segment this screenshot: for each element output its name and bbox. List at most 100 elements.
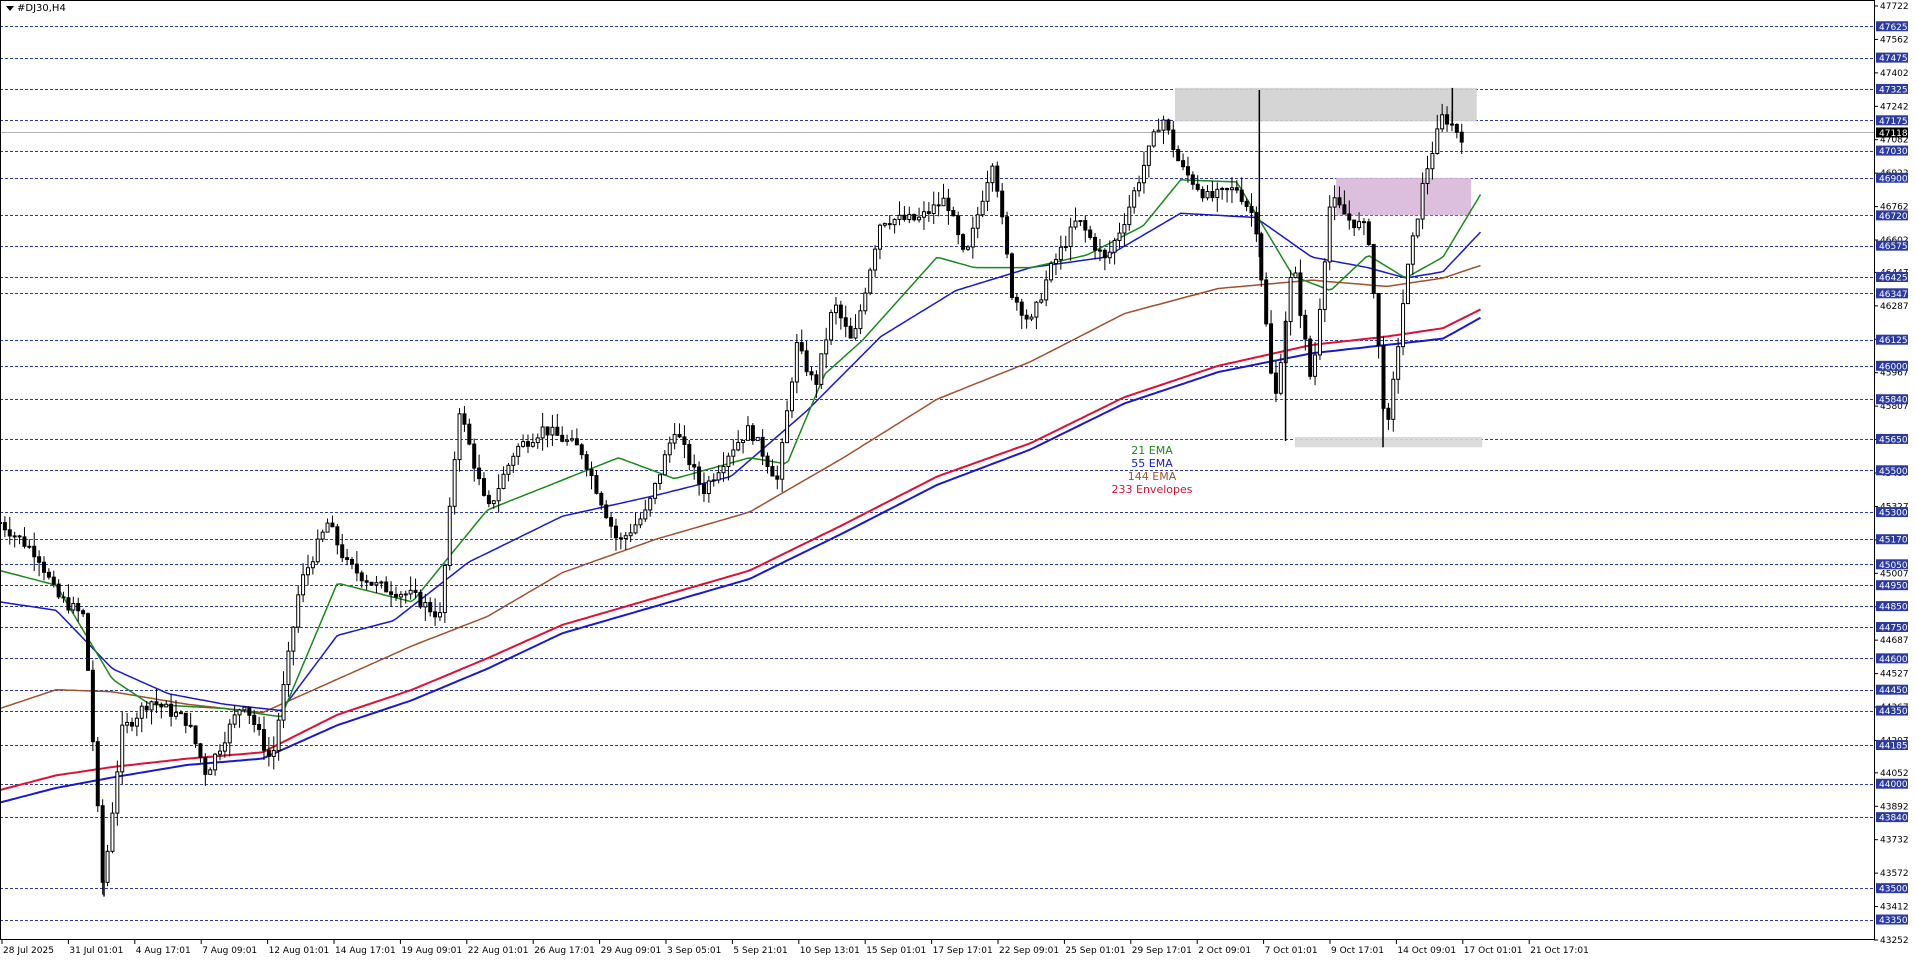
time-tick-label: 28 Jul 2025 bbox=[3, 946, 54, 956]
level-label: 44350 bbox=[1879, 707, 1908, 717]
candle-body bbox=[1102, 249, 1107, 259]
candle-body bbox=[789, 381, 794, 412]
price-tick-label: 44527 bbox=[1880, 670, 1909, 680]
level-label: 45050 bbox=[1879, 561, 1908, 571]
level-label: 47625 bbox=[1879, 23, 1908, 33]
level-label-bg bbox=[1876, 559, 1908, 570]
candle-body bbox=[829, 312, 834, 341]
candle-body bbox=[594, 475, 599, 494]
candle-body bbox=[1073, 220, 1078, 228]
candle-body bbox=[785, 410, 790, 444]
candle-body bbox=[946, 197, 951, 212]
level-label-bg bbox=[1876, 52, 1908, 63]
candle-body bbox=[887, 223, 892, 226]
candle-body bbox=[618, 537, 623, 540]
candle-body bbox=[1009, 253, 1014, 298]
candle-body bbox=[1420, 182, 1425, 220]
ema55-line bbox=[0, 212, 1482, 712]
price-tick-label: 47402 bbox=[1880, 69, 1909, 79]
level-label-bg bbox=[1876, 684, 1908, 695]
candle-body bbox=[521, 441, 526, 447]
candle-body bbox=[389, 591, 394, 595]
candle-body bbox=[100, 805, 105, 883]
legend-ema21: 21 EMA bbox=[1131, 444, 1173, 457]
price-tick-label: 45007 bbox=[1880, 569, 1909, 579]
candle-body bbox=[677, 434, 682, 438]
candle-body bbox=[1440, 114, 1445, 130]
symbol-text: #DJ30,H4 bbox=[17, 3, 66, 14]
candle-body bbox=[863, 292, 868, 312]
time-tick-label: 7 Oct 01:01 bbox=[1265, 946, 1318, 956]
candle-body bbox=[1107, 251, 1112, 259]
grid-levels bbox=[0, 26, 1874, 921]
candle-body bbox=[633, 524, 638, 534]
candle-body bbox=[1019, 301, 1024, 316]
candle-body bbox=[1342, 204, 1347, 215]
legend-envelopes: 233 Envelopes bbox=[1111, 483, 1193, 496]
candle-body bbox=[755, 436, 760, 442]
candle-body bbox=[173, 712, 178, 717]
candle-body bbox=[741, 439, 746, 444]
candle-body bbox=[418, 591, 423, 608]
level-label-bg bbox=[1876, 621, 1908, 632]
level-label: 46575 bbox=[1879, 242, 1908, 252]
level-label: 47325 bbox=[1879, 85, 1908, 95]
collapse-triangle-icon[interactable] bbox=[6, 6, 14, 11]
level-label-bg bbox=[1876, 812, 1908, 823]
level-label-bg bbox=[1876, 914, 1908, 925]
candle-body bbox=[1127, 206, 1132, 226]
candle-body bbox=[1058, 246, 1063, 261]
candle-body bbox=[144, 705, 149, 711]
price-tick-label: 47722 bbox=[1880, 2, 1909, 12]
candle-body bbox=[335, 526, 340, 546]
candle-body bbox=[252, 714, 257, 726]
candle-body bbox=[1195, 183, 1200, 190]
candle-body bbox=[975, 214, 980, 229]
time-tick-label: 14 Oct 09:01 bbox=[1397, 946, 1456, 956]
candle-body bbox=[1273, 372, 1278, 394]
level-label-bg bbox=[1876, 705, 1908, 716]
level-label-bg bbox=[1876, 507, 1908, 518]
candle-body bbox=[824, 339, 829, 355]
current-price-tag bbox=[1876, 127, 1908, 138]
candle-body bbox=[242, 706, 247, 711]
candle-body bbox=[354, 563, 359, 574]
candle-body bbox=[525, 441, 530, 447]
candle-body bbox=[1049, 262, 1054, 281]
candle-body bbox=[736, 442, 741, 451]
candle-body bbox=[1146, 145, 1151, 166]
candle-body bbox=[437, 612, 442, 618]
zone-resistance-top bbox=[1174, 87, 1477, 122]
candle-body bbox=[447, 505, 452, 567]
candle-body bbox=[1293, 272, 1298, 278]
candle-body bbox=[995, 165, 1000, 192]
candle-body bbox=[1083, 220, 1088, 231]
candle-body bbox=[271, 749, 276, 757]
envelope-upper-line bbox=[0, 308, 1481, 791]
candle-body bbox=[364, 580, 369, 583]
level-label-bg bbox=[1876, 394, 1908, 405]
candle-body bbox=[330, 522, 335, 528]
candle-body bbox=[188, 724, 193, 727]
symbol-label[interactable]: #DJ30,H4 bbox=[6, 3, 66, 14]
level-label-bg bbox=[1876, 240, 1908, 251]
candle-body bbox=[648, 497, 653, 511]
candle-body bbox=[1391, 378, 1396, 420]
candle-body bbox=[1259, 233, 1264, 281]
candle-body bbox=[1425, 168, 1430, 184]
level-label: 43350 bbox=[1879, 916, 1908, 926]
candle-body bbox=[833, 304, 838, 314]
candle-body bbox=[491, 500, 496, 505]
candle-body bbox=[345, 557, 350, 561]
candle-body bbox=[222, 742, 227, 752]
time-tick-label: 26 Aug 17:01 bbox=[534, 946, 595, 956]
candle-body bbox=[1176, 149, 1181, 162]
level-label-bg bbox=[1876, 778, 1908, 789]
level-label: 44185 bbox=[1879, 742, 1908, 752]
candle-body bbox=[1303, 314, 1308, 340]
candle-body bbox=[770, 466, 775, 477]
candle-body bbox=[340, 544, 345, 559]
candle-body bbox=[169, 703, 174, 717]
candle-body bbox=[1435, 128, 1440, 154]
